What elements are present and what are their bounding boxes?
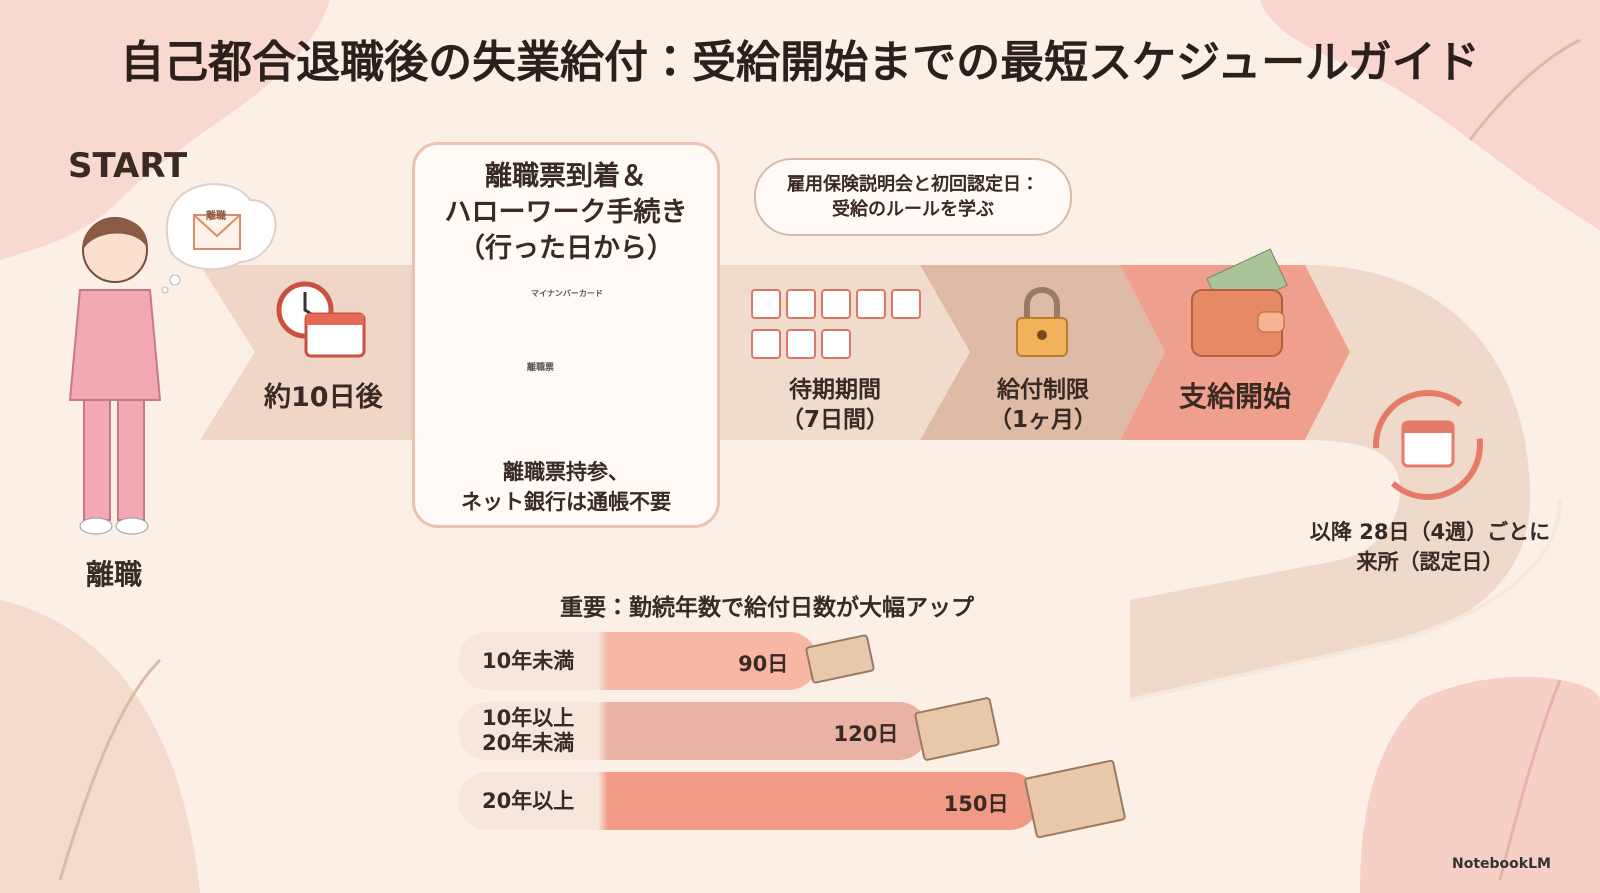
recurring-line: 以降 28日（4週）ごとに (1309, 520, 1551, 544)
benefit-bar (458, 702, 929, 760)
benefit-bar (458, 632, 819, 690)
id-card-label: マイナンバーカード (531, 289, 603, 298)
benefit-days: 150日 (943, 792, 1009, 816)
payment-label: 支給開始 (1178, 380, 1291, 413)
benefit-label: 10年未満 (482, 632, 574, 690)
card-note-line: 離職票持参、 (503, 460, 629, 484)
procedure-card: 離職票到着＆ ハローワーク手続き （行った日から） マイナンバーカード 離職票 … (412, 142, 720, 528)
benefit-label-line: 20年未満 (482, 731, 575, 755)
callout-text: 雇用保険説明会と初回認定日： 受給のルールを学ぶ (756, 172, 1070, 222)
card-title: 離職票到着＆ ハローワーク手続き （行った日から） (415, 159, 717, 267)
restriction-line: 給付制限 (997, 377, 1089, 403)
benefit-label-line: 20年以上 (482, 788, 575, 813)
title: 自己都合退職後の失業給付：受給開始までの最短スケジュールガイド (120, 37, 1480, 88)
benefits-title: 重要：勤続年数で給付日数が大幅アップ (560, 595, 974, 621)
callout: 雇用保険説明会と初回認定日： 受給のルールを学ぶ (754, 158, 1072, 236)
start-label: START (68, 146, 188, 186)
card-note: 離職票持参、 ネット銀行は通帳不要 (415, 457, 717, 517)
card-title-line: ハローワーク手続き (444, 197, 688, 228)
nurse-illustration (68, 183, 277, 535)
benefit-label: 20年以上 (482, 772, 574, 830)
step-label: 約10日後 (264, 382, 383, 413)
restriction-label: 給付制限 （1ヶ月） (968, 375, 1118, 435)
benefit-label: 10年以上 20年未満 (482, 702, 574, 760)
doc-label: 離職票 (527, 363, 555, 373)
benefit-label-line: 10年以上 (482, 706, 575, 730)
recurring-label: 以降 28日（4週）ごとに 来所（認定日） (1290, 517, 1570, 577)
card-note-line: ネット銀行は通帳不要 (461, 490, 671, 514)
recurring-line: 来所（認定日） (1356, 550, 1504, 574)
benefit-days: 90日 (738, 652, 789, 676)
card-title-line: （行った日から） (458, 233, 674, 264)
waiting-label: 待期期間 （7日間） (760, 375, 910, 435)
waiting-line: （7日間） (780, 407, 889, 433)
restriction-line: （1ヶ月） (988, 407, 1097, 433)
brand: NotebookLM (1452, 856, 1551, 872)
benefit-bar (458, 772, 1039, 830)
start-caption: 離職 (86, 558, 143, 591)
benefit-days: 120日 (833, 722, 899, 746)
envelope-label: 離職 (206, 211, 226, 222)
callout-line: 雇用保険説明会と初回認定日： (787, 174, 1039, 195)
card-title-line: 離職票到着＆ (485, 161, 647, 192)
callout-line: 受給のルールを学ぶ (832, 199, 994, 220)
benefit-label-line: 10年未満 (482, 648, 575, 673)
waiting-line: 待期期間 (789, 377, 881, 403)
